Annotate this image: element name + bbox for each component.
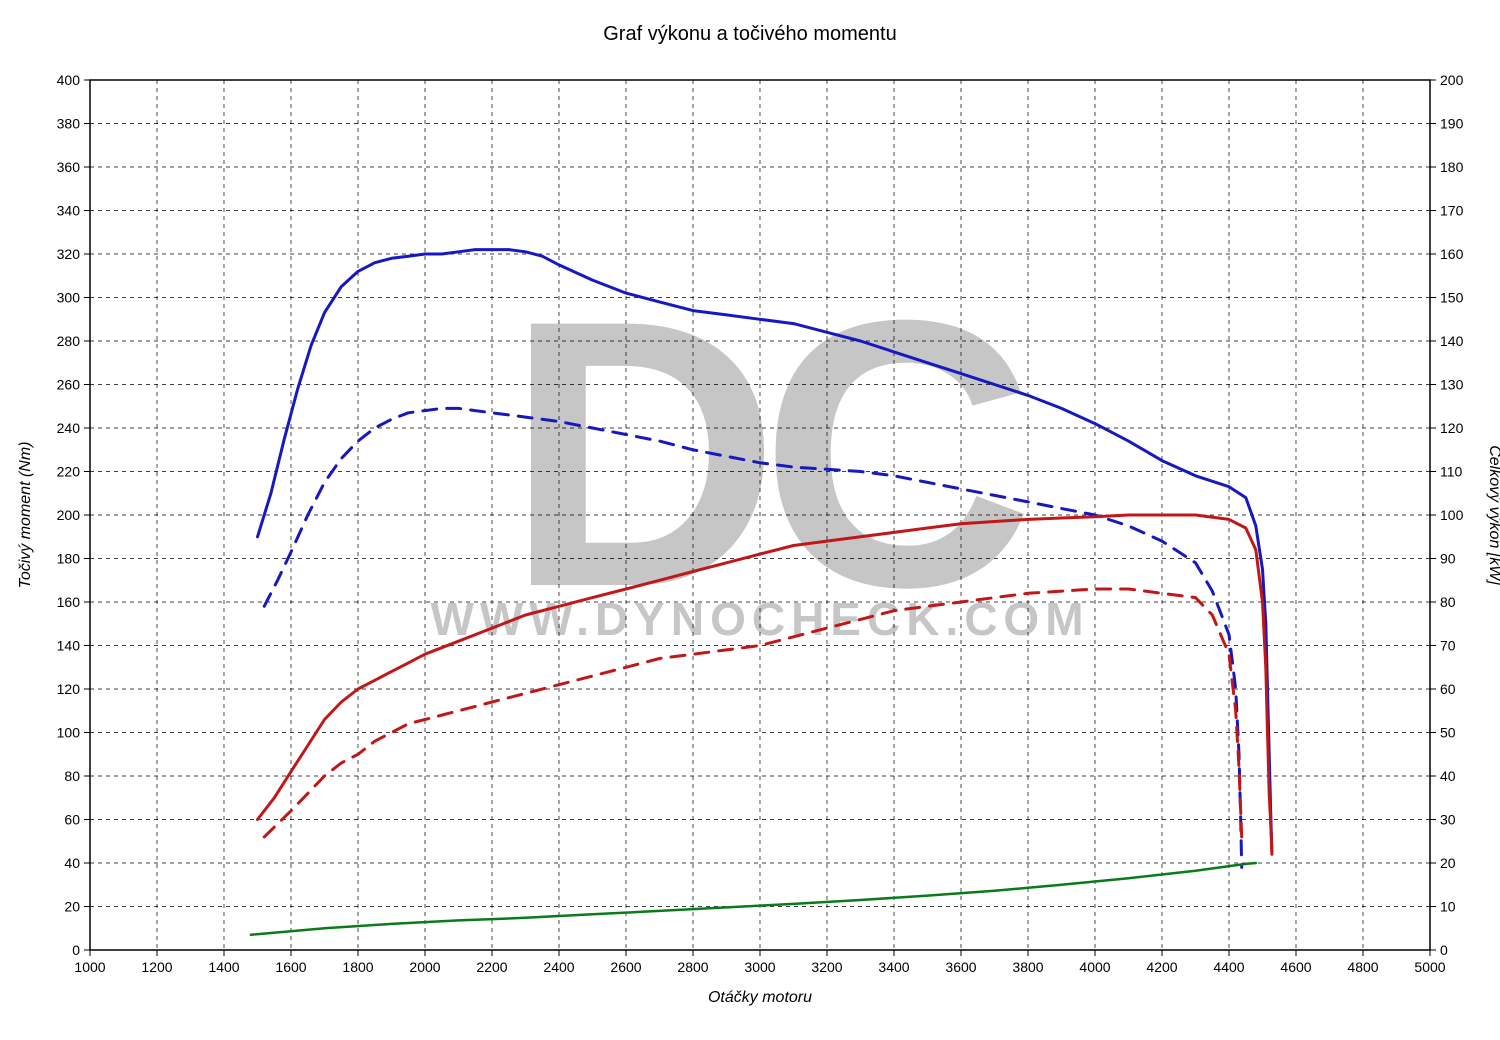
svg-text:4000: 4000 <box>1079 959 1110 975</box>
svg-text:60: 60 <box>1440 681 1456 697</box>
svg-text:160: 160 <box>57 594 81 610</box>
svg-text:190: 190 <box>1440 116 1464 132</box>
svg-text:80: 80 <box>64 768 80 784</box>
y-axis-right-label: Celkový výkon [kW] <box>1486 445 1500 585</box>
svg-text:1600: 1600 <box>275 959 306 975</box>
svg-text:110: 110 <box>1440 464 1463 480</box>
svg-text:3000: 3000 <box>744 959 775 975</box>
svg-text:60: 60 <box>64 812 80 828</box>
dyno-chart: DCWWW.DYNOCHECK.COM100012001400160018002… <box>0 0 1500 1040</box>
svg-text:380: 380 <box>57 116 81 132</box>
svg-text:340: 340 <box>57 203 81 219</box>
svg-text:10: 10 <box>1440 899 1456 915</box>
chart-title: Graf výkonu a točivého momentu <box>603 23 896 45</box>
svg-text:2000: 2000 <box>409 959 440 975</box>
svg-text:40: 40 <box>1440 768 1456 784</box>
svg-text:400: 400 <box>57 72 81 88</box>
svg-text:120: 120 <box>1440 420 1464 436</box>
svg-text:180: 180 <box>57 551 81 567</box>
svg-text:3400: 3400 <box>878 959 909 975</box>
chart-svg: DCWWW.DYNOCHECK.COM100012001400160018002… <box>0 0 1500 1040</box>
svg-text:200: 200 <box>57 507 81 523</box>
svg-text:20: 20 <box>64 899 80 915</box>
svg-text:240: 240 <box>57 420 81 436</box>
svg-text:300: 300 <box>57 290 81 306</box>
svg-text:5000: 5000 <box>1414 959 1445 975</box>
x-axis-label: Otáčky motoru <box>708 989 812 1006</box>
svg-text:130: 130 <box>1440 377 1464 393</box>
svg-text:2200: 2200 <box>476 959 507 975</box>
svg-text:260: 260 <box>57 377 81 393</box>
svg-text:280: 280 <box>57 333 81 349</box>
svg-text:0: 0 <box>1440 942 1448 958</box>
svg-text:4800: 4800 <box>1347 959 1378 975</box>
svg-text:70: 70 <box>1440 638 1456 654</box>
svg-text:160: 160 <box>1440 246 1464 262</box>
svg-text:100: 100 <box>57 725 81 741</box>
svg-text:320: 320 <box>57 246 81 262</box>
svg-text:1400: 1400 <box>208 959 239 975</box>
svg-text:170: 170 <box>1440 203 1464 219</box>
svg-text:2800: 2800 <box>677 959 708 975</box>
svg-text:140: 140 <box>57 638 81 654</box>
svg-text:150: 150 <box>1440 290 1464 306</box>
svg-text:120: 120 <box>57 681 81 697</box>
svg-text:30: 30 <box>1440 812 1456 828</box>
svg-text:1200: 1200 <box>141 959 172 975</box>
svg-text:180: 180 <box>1440 159 1464 175</box>
svg-text:360: 360 <box>57 159 81 175</box>
svg-text:2400: 2400 <box>543 959 574 975</box>
svg-text:3800: 3800 <box>1012 959 1043 975</box>
svg-text:20: 20 <box>1440 855 1456 871</box>
svg-text:100: 100 <box>1440 507 1464 523</box>
svg-text:4600: 4600 <box>1280 959 1311 975</box>
svg-text:1800: 1800 <box>342 959 373 975</box>
svg-text:40: 40 <box>64 855 80 871</box>
svg-text:3200: 3200 <box>811 959 842 975</box>
svg-text:2600: 2600 <box>610 959 641 975</box>
y-axis-left-label: Točivý moment (Nm) <box>17 442 34 589</box>
svg-text:0: 0 <box>72 942 80 958</box>
svg-text:4400: 4400 <box>1213 959 1244 975</box>
svg-text:50: 50 <box>1440 725 1456 741</box>
svg-text:90: 90 <box>1440 551 1456 567</box>
svg-text:3600: 3600 <box>945 959 976 975</box>
svg-text:80: 80 <box>1440 594 1456 610</box>
svg-text:220: 220 <box>57 464 81 480</box>
svg-text:200: 200 <box>1440 72 1464 88</box>
svg-text:4200: 4200 <box>1146 959 1177 975</box>
svg-text:1000: 1000 <box>74 959 105 975</box>
svg-text:140: 140 <box>1440 333 1464 349</box>
